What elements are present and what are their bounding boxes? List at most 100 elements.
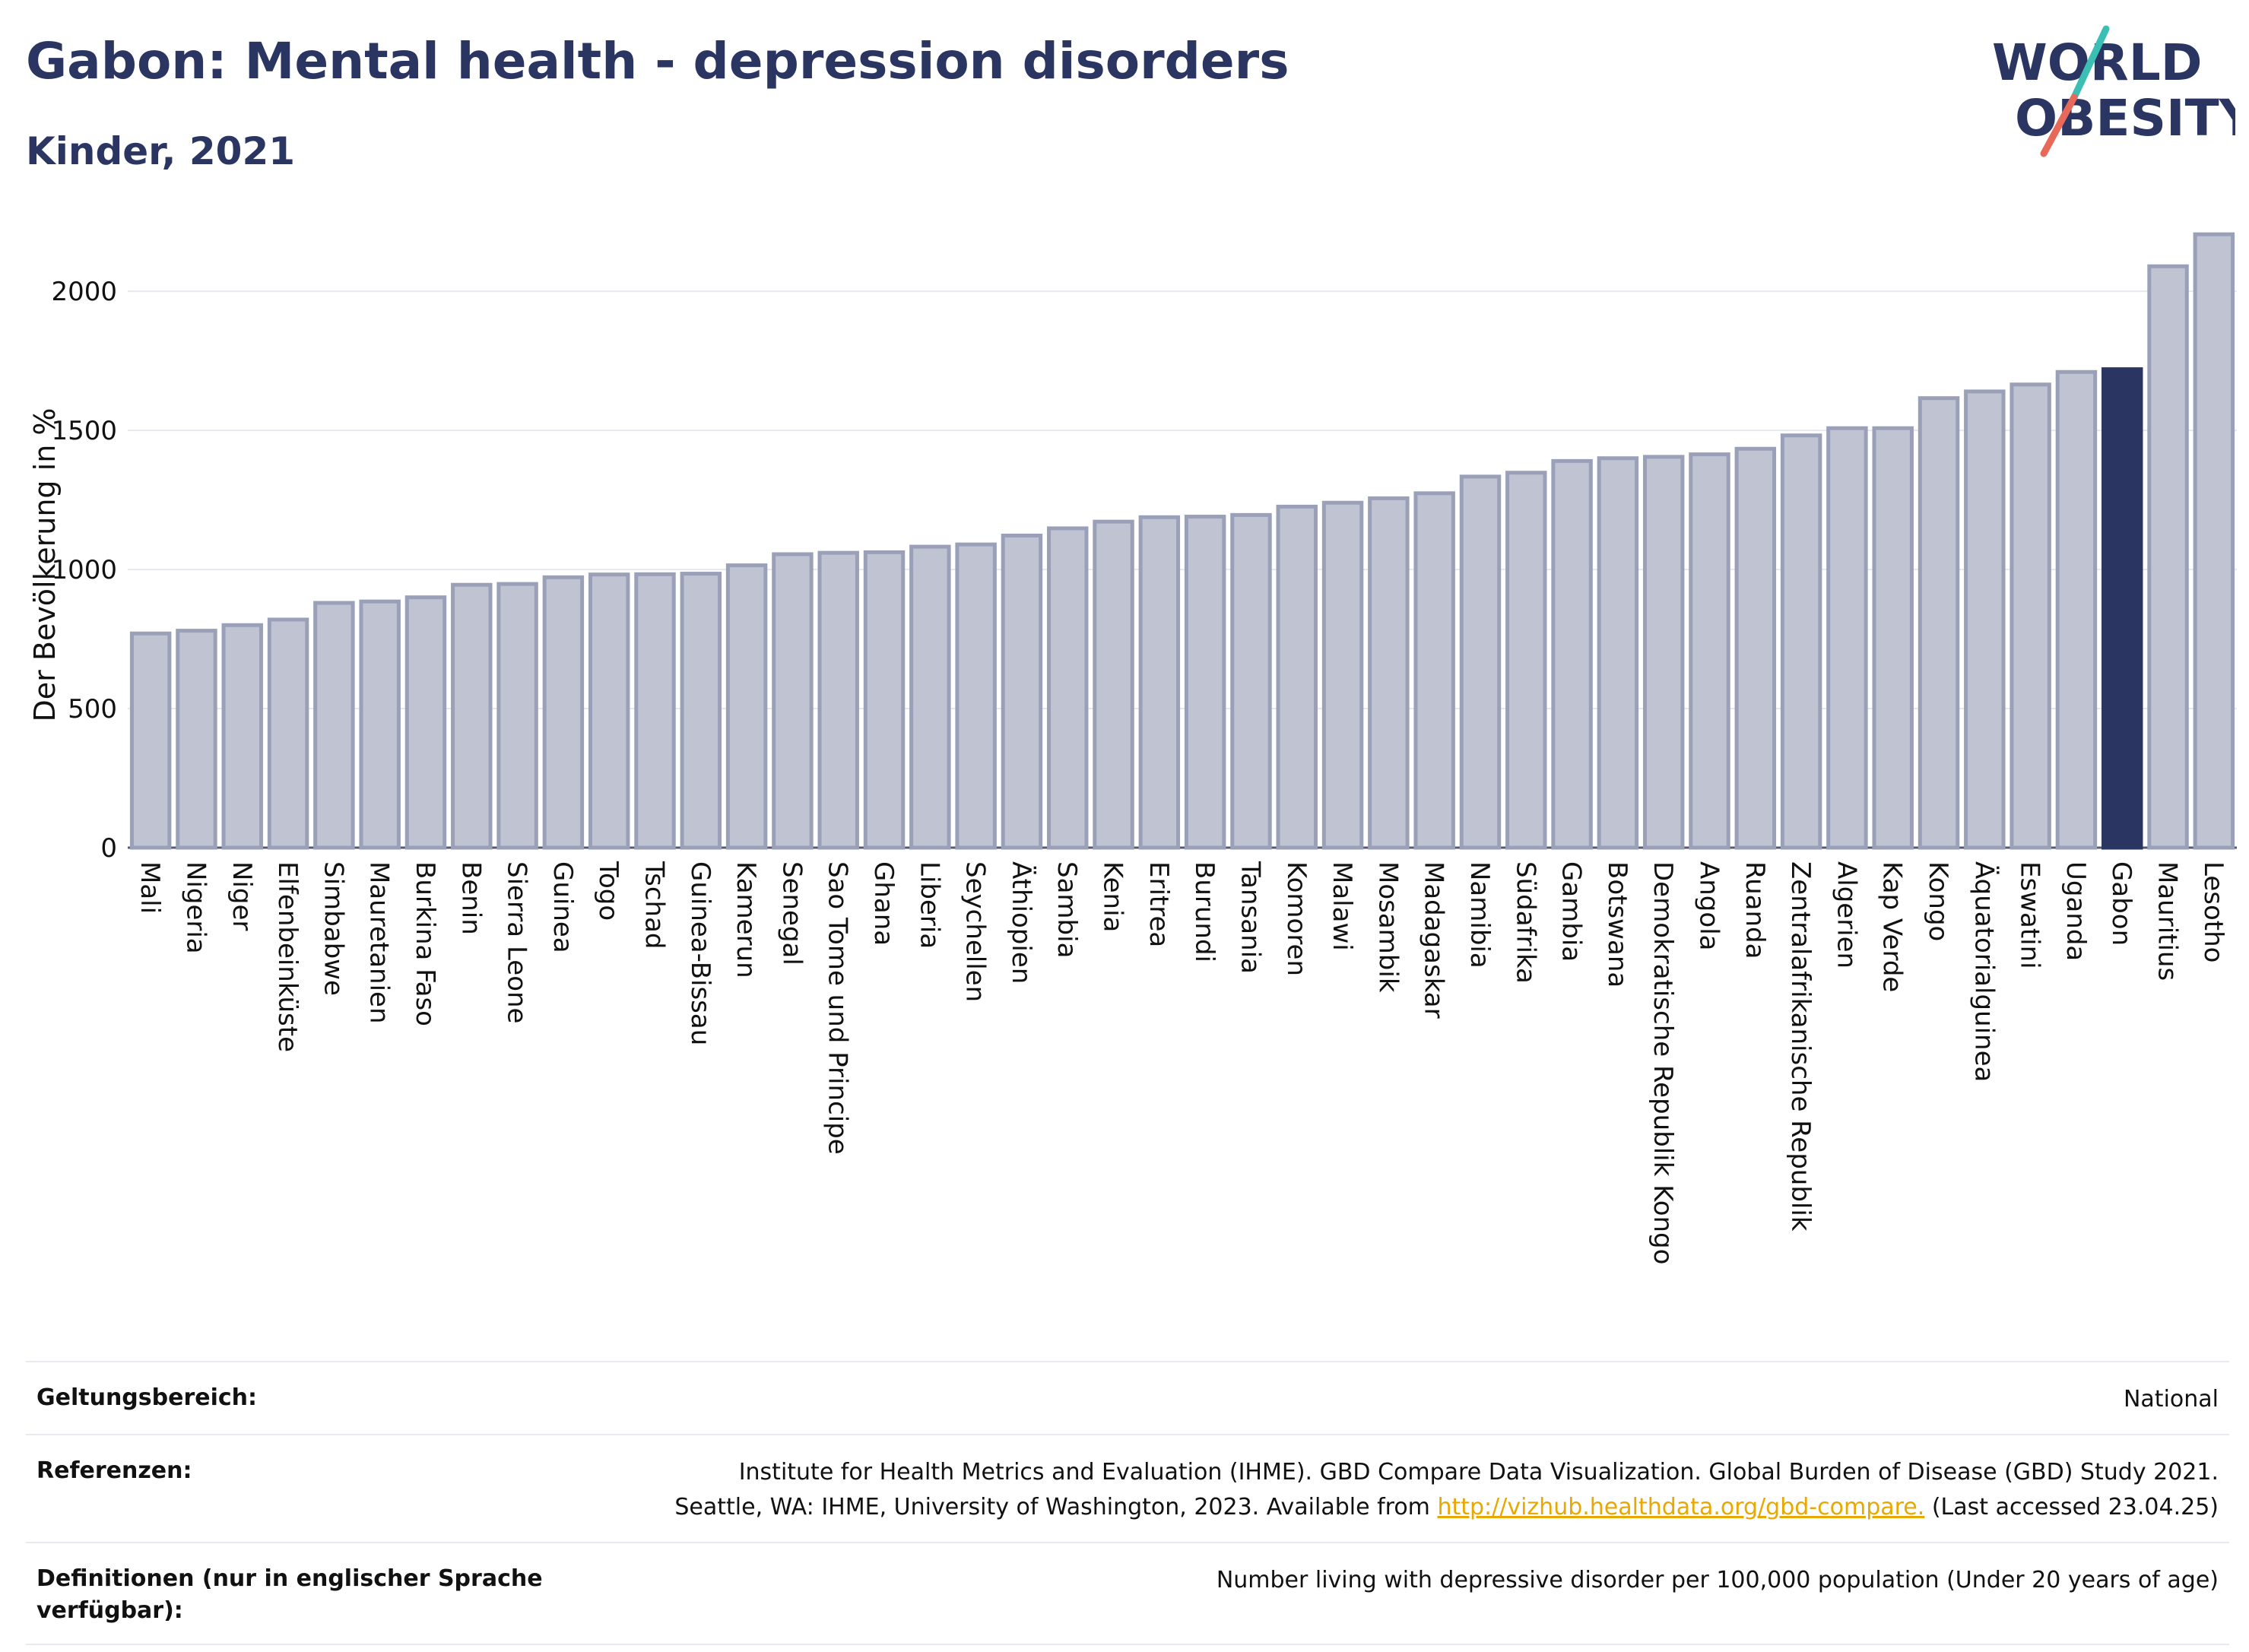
x-tick-label: Algerien	[1831, 861, 1861, 969]
definitions-row: Definitionen (nur in englischer Sprache …	[26, 1542, 2229, 1645]
bar	[634, 572, 676, 850]
x-tick-label: Guinea-Bissau	[685, 861, 715, 1045]
bar	[496, 582, 538, 850]
scope-label: Geltungsbereich:	[36, 1384, 258, 1411]
x-tick-label: Eswatini	[2015, 861, 2045, 969]
references-value: Institute for Health Metrics and Evaluat…	[674, 1455, 2219, 1525]
scope-row: Geltungsbereich: National	[26, 1361, 2229, 1434]
x-tick-label: Mosambik	[1372, 861, 1403, 993]
y-tick-label: 1000	[51, 555, 117, 585]
bar	[1047, 526, 1089, 850]
x-tick-label: Madagaskar	[1419, 861, 1449, 1019]
x-tick-label: Kongo	[1923, 861, 1953, 941]
bar	[2147, 264, 2189, 850]
x-tick-label: Botswana	[1602, 861, 1632, 988]
bar	[404, 595, 447, 850]
x-tick-label: Südafrika	[1510, 861, 1540, 984]
bar	[2055, 369, 2098, 850]
x-axis-ticks: Mali Nigeria Niger Elfenbeinküste Simbabwe Ma…	[135, 861, 2228, 1264]
reference-line-2-post: (Last accessed 23.04.25)	[1924, 1494, 2219, 1520]
bar	[955, 542, 997, 850]
bar	[221, 623, 263, 850]
x-tick-label: Tschad	[639, 861, 670, 950]
x-tick-label: Ghana	[868, 861, 899, 946]
x-tick-label: Togo	[593, 861, 623, 921]
bar	[451, 582, 493, 850]
bar	[588, 572, 630, 850]
bar	[2010, 382, 2051, 850]
bar	[1826, 426, 1868, 850]
page-subtitle: Kinder, 2021	[26, 129, 296, 173]
y-tick-label: 500	[68, 694, 117, 725]
x-tick-label: Sao Tome und Principe	[823, 861, 853, 1155]
y-axis-label: Der Bevölkerung in %	[28, 408, 62, 722]
x-tick-label: Simbabwe	[318, 861, 348, 996]
x-tick-label: Demokratische Republik Kongo	[1648, 861, 1678, 1264]
bar	[1230, 512, 1272, 850]
x-tick-label: Kenia	[1098, 861, 1128, 932]
x-tick-label: Liberia	[914, 861, 944, 949]
bar	[267, 617, 309, 850]
bar	[1276, 504, 1318, 850]
y-tick-label: 2000	[51, 277, 117, 307]
logo-slash-teal	[2070, 25, 2110, 101]
x-tick-label: Senegal	[776, 861, 807, 966]
bar	[1413, 491, 1455, 850]
x-tick-label: Kap Verde	[1877, 861, 1908, 992]
x-tick-label: Niger	[227, 861, 257, 931]
bar	[1689, 452, 1730, 850]
x-tick-label: Guinea	[547, 861, 578, 953]
x-tick-label: Tansania	[1235, 861, 1265, 974]
x-tick-label: Gabon	[2106, 861, 2136, 946]
bar	[1597, 456, 1639, 850]
bar	[176, 629, 217, 850]
x-tick-label: Elfenbeinküste	[272, 861, 303, 1052]
bar	[1184, 515, 1226, 850]
x-tick-label: Sierra Leone	[502, 861, 532, 1023]
reference-line-1: Institute for Health Metrics and Evaluat…	[738, 1459, 2219, 1486]
bar-highlighted	[2101, 367, 2143, 850]
bar	[1642, 455, 1685, 850]
x-tick-label: Kamerun	[731, 861, 761, 978]
bar	[1780, 433, 1822, 850]
bar	[1368, 496, 1410, 850]
y-tick-label: 0	[100, 833, 117, 864]
x-tick-label: Nigeria	[180, 861, 211, 954]
bar	[1551, 458, 1593, 850]
x-tick-label: Mauritius	[2152, 861, 2183, 981]
bar	[1872, 426, 1914, 850]
bar	[909, 544, 951, 850]
x-tick-label: Gambia	[1556, 861, 1587, 962]
definitions-label: Definitionen (nur in englischer Sprache …	[36, 1565, 543, 1624]
bar	[1321, 500, 1364, 850]
x-tick-label: Burundi	[1189, 861, 1220, 962]
bar	[863, 550, 906, 850]
bar	[313, 601, 355, 850]
info-table: Geltungsbereich: National Referenzen: In…	[26, 1361, 2229, 1645]
x-tick-label: Zentralafrikanische Republik	[1785, 861, 1816, 1232]
scope-value: National	[2123, 1386, 2219, 1413]
references-row: Referenzen: Institute for Health Metrics…	[26, 1434, 2229, 1542]
references-label: Referenzen:	[36, 1457, 192, 1484]
x-tick-label: Äthiopien	[1006, 861, 1036, 984]
logo-slash-red	[2040, 94, 2078, 157]
x-tick-label: Namibia	[1464, 861, 1495, 969]
world-obesity-logo: WORLD OBESITY	[1992, 25, 2235, 157]
bar	[1734, 446, 1777, 850]
x-tick-label: Seychellen	[960, 861, 991, 1002]
x-tick-label: Benin	[455, 861, 486, 935]
x-tick-label: Komoren	[1281, 861, 1312, 976]
bar	[725, 563, 768, 850]
bar	[1964, 389, 2006, 850]
reference-link[interactable]: http://vizhub.healthdata.org/gbd-compare…	[1437, 1494, 1925, 1520]
bars	[129, 232, 2235, 850]
x-tick-label: Mauretanien	[364, 861, 395, 1024]
bar	[2193, 232, 2235, 850]
x-tick-label: Sambia	[1052, 861, 1082, 958]
reference-line-2-pre: Seattle, WA: IHME, University of Washing…	[674, 1494, 1438, 1520]
bar	[1138, 515, 1181, 850]
x-tick-label: Lesotho	[2198, 861, 2228, 962]
bar	[1093, 519, 1134, 850]
page-title: Gabon: Mental health - depression disord…	[26, 32, 1289, 90]
bar	[680, 572, 722, 850]
